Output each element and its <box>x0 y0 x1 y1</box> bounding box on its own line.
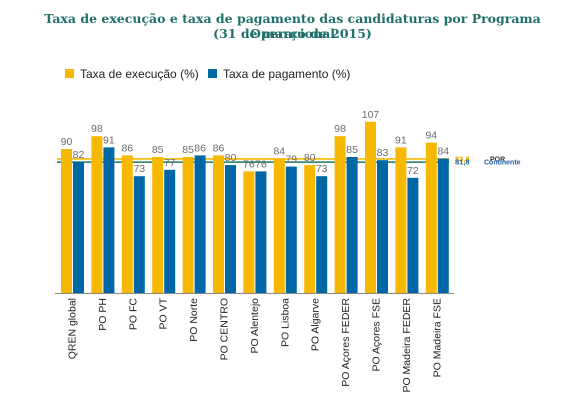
legend-swatch-2 <box>208 69 217 78</box>
value-label-execucao-3: 86 <box>121 142 133 154</box>
bar-execucao-6 <box>213 155 224 293</box>
bar-pagamento-5 <box>194 155 206 293</box>
value-label-pagamento-1: 82 <box>73 149 85 161</box>
legend-label-2: Taxa de pagamento (%) <box>223 67 350 81</box>
bar-execucao-3 <box>121 155 133 293</box>
value-label-pagamento-4: 77 <box>164 157 176 169</box>
value-label-execucao-10: 98 <box>334 123 346 135</box>
chart-title: Taxa de execução e taxa de pagamento das… <box>44 11 541 41</box>
bar-pagamento-10 <box>346 157 358 293</box>
value-label-execucao-12: 91 <box>395 134 407 146</box>
bar-pagamento-13 <box>437 158 449 293</box>
x-tick-label-11: PO Açores FSE <box>371 298 383 372</box>
x-tick-label-3: PO FC <box>127 298 139 331</box>
x-tick-label-2: PO PH <box>97 298 109 331</box>
x-tick-label-9: PO Algarve <box>310 298 322 351</box>
bar-pagamento-3 <box>133 176 145 293</box>
bar-execucao-2 <box>91 136 103 293</box>
x-tick-label-1: QREN global <box>67 298 79 359</box>
x-tick-label-13: PO Madeira FSE <box>431 298 443 377</box>
value-label-execucao-6: 86 <box>213 142 225 154</box>
x-tick-label-4: PO VT <box>158 297 170 329</box>
bar-pagamento-12 <box>407 177 419 293</box>
value-label-pagamento-7: 76 <box>255 158 267 170</box>
bar-pagamento-2 <box>103 147 115 293</box>
value-label-pagamento-9: 73 <box>316 163 328 175</box>
x-tick-label-5: PO Norte <box>188 298 200 342</box>
value-label-pagamento-8: 79 <box>285 154 297 166</box>
value-label-pagamento-13: 84 <box>437 146 449 158</box>
value-label-execucao-4: 85 <box>152 144 164 156</box>
bar-execucao-9 <box>304 165 316 293</box>
legend-label-1: Taxa de execução (%) <box>80 67 199 81</box>
bar-pagamento-7 <box>255 171 267 293</box>
bar-execucao-7 <box>243 171 255 293</box>
legend-swatch-1 <box>65 69 74 78</box>
x-axis-labels: QREN global PO PH PO FC PO VT PO Norte PO CEN… <box>67 297 444 392</box>
value-label-execucao-1: 90 <box>61 136 73 148</box>
reference-name-por: POR <box>490 156 505 163</box>
bar-execucao-10 <box>334 136 346 293</box>
value-label-execucao-8: 84 <box>273 146 285 158</box>
x-tick-label-6: PO CENTRO <box>219 298 231 360</box>
bar-pagamento-1 <box>73 161 84 293</box>
reference-value-continente: 81,8 <box>455 158 470 167</box>
value-label-execucao-11: 107 <box>362 109 380 121</box>
value-label-pagamento-10: 85 <box>346 144 358 156</box>
value-label-execucao-2: 98 <box>91 123 103 135</box>
bar-pagamento-9 <box>316 176 328 293</box>
x-tick-label-8: PO Lisboa <box>279 298 291 347</box>
bar-execucao-1 <box>61 149 72 293</box>
value-label-execucao-7: 76 <box>243 158 255 170</box>
bar-pagamento-11 <box>377 160 388 293</box>
bar-execucao-8 <box>273 158 285 293</box>
value-label-pagamento-3: 73 <box>133 163 145 175</box>
x-tick-label-12: PO Madeira FEDER <box>401 298 413 393</box>
value-label-pagamento-11: 83 <box>377 147 389 159</box>
bar-pagamento-4 <box>164 169 176 293</box>
value-label-execucao-9: 80 <box>304 152 316 164</box>
bar-execucao-4 <box>152 157 164 293</box>
bar-pagamento-8 <box>285 166 297 293</box>
value-label-pagamento-5: 86 <box>194 142 206 154</box>
legend: Taxa de execução (%) Taxa de pagamento (%… <box>65 67 350 81</box>
chart-subtitle: (31 de março de 2015) <box>213 26 372 41</box>
value-label-execucao-5: 85 <box>182 144 194 156</box>
bar-execucao-12 <box>395 147 407 293</box>
value-label-pagamento-2: 91 <box>103 134 115 146</box>
x-tick-label-10: PO Açores FEDER <box>340 298 352 387</box>
reference-value-por: 83,8 <box>455 154 470 163</box>
value-label-pagamento-12: 72 <box>407 165 419 177</box>
bar-pagamento-6 <box>225 165 236 293</box>
bar-execucao-5 <box>182 157 194 293</box>
reference-name-continente: Continente <box>484 160 521 167</box>
x-tick-label-7: PO Alentejo <box>249 298 261 354</box>
value-label-execucao-13: 94 <box>425 130 437 142</box>
bar-execucao-13 <box>425 142 437 293</box>
value-label-pagamento-6: 80 <box>225 152 237 164</box>
bar-execucao-11 <box>365 121 376 293</box>
